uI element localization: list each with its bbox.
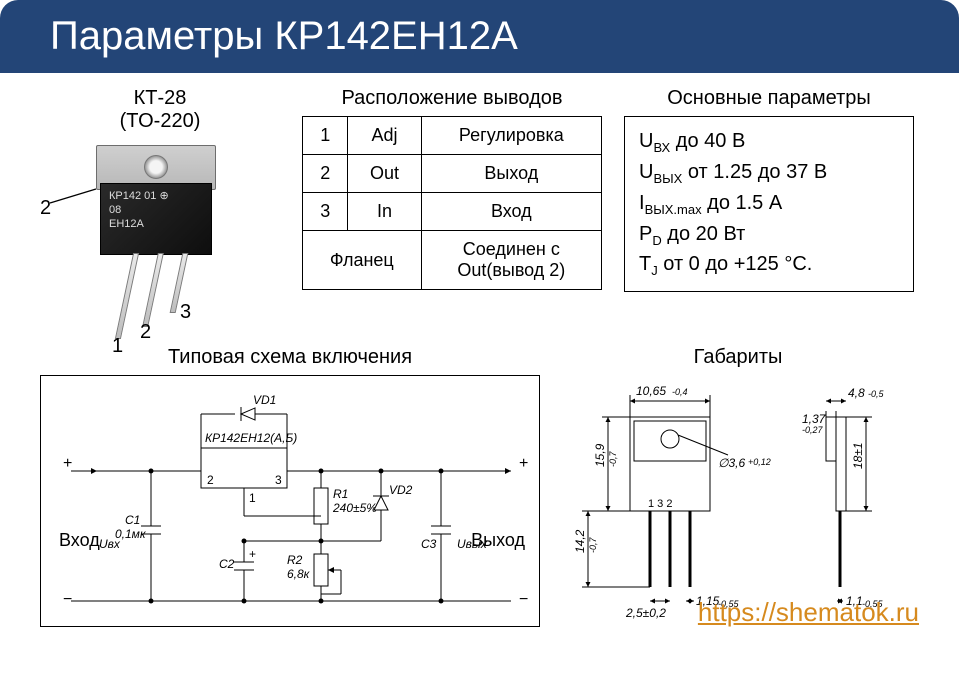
pin-pointer-line [40,137,280,332]
params-title: Основные параметры [624,87,914,110]
row-bottom: Типовая схема включения + − + − [40,346,919,628]
param-uvx: UВХ до 40 В [639,127,899,158]
svg-text:−: − [63,591,72,608]
sym: T [639,253,651,275]
flange-desc-l2: Out(вывод 2) [457,260,565,280]
sub: ВХ [653,140,670,155]
package-block: КТ-28 (TO-220) КР142 01 ⊕ 08 ЕН12А 2 1 [40,87,280,332]
pin1: 1 [249,491,256,505]
c1n: C1 [125,513,140,527]
cell-code: In [348,193,421,231]
val: до 40 В [676,130,746,152]
tabt: 1,37 [802,412,827,426]
val: от 1.25 до 37 В [688,161,827,183]
svg-text:+: + [249,547,256,561]
vin-label: Вход [59,530,100,551]
cell-desc: Выход [421,155,601,193]
schematic-block: Типовая схема включения + − + − [40,346,540,627]
pinout-title: Расположение выводов [302,87,602,110]
bh: 15,9 [593,443,607,467]
sub: D [652,233,661,248]
pinout-table: 1 Adj Регулировка 2 Out Выход 3 In Вход … [302,116,602,290]
sym: P [639,223,652,245]
val: от 0 до +125 °C. [663,253,812,275]
hole: ∅3,6 [718,456,745,470]
svg-text:−: − [519,591,528,608]
cell-desc: Регулировка [421,117,601,155]
svg-text:+: + [63,455,72,472]
lht: -0,7 [588,536,598,553]
table-row: 1 Adj Регулировка [303,117,602,155]
vd2: VD2 [389,483,413,497]
params-block: Основные параметры UВХ до 40 В UВЫХ от 1… [624,87,914,292]
sub: J [651,263,658,278]
val: до 1.5 А [707,192,782,214]
dimensions-block: Габариты 1 3 2 [568,346,908,628]
tt: 4,8 [848,386,865,400]
param-ivyx: IВЫХ.max до 1.5 А [639,189,899,220]
vout-label: Выход [471,530,525,551]
pin2: 2 [207,473,214,487]
uin: Uвх [99,537,121,551]
dimensions-svg: 1 3 2 10,65 -0,4 15,9 -0,7 14,2 -0,7 [568,373,908,623]
bht: -0,7 [608,450,618,467]
dimensions-title: Габариты [568,346,908,369]
cell-flange-desc: Соединен с Out(вывод 2) [421,231,601,290]
cell-num: 2 [303,155,348,193]
schematic-box: + − + − КР142ЕН12(А,Б) 2 3 1 [40,375,540,627]
wtop: 10,65 [636,384,666,398]
cell-code: Out [348,155,421,193]
table-row: 2 Out Выход [303,155,602,193]
row-top: КТ-28 (TO-220) КР142 01 ⊕ 08 ЕН12А 2 1 [40,87,919,332]
pin3: 3 [275,473,282,487]
cell-code: Adj [348,117,421,155]
sub: ВЫХ [653,171,682,186]
sym: U [639,161,653,183]
r1n: R1 [333,487,348,501]
pitch: 2,5±0,2 [625,606,666,620]
lh: 14,2 [573,529,587,553]
tabtt: -0,27 [802,425,824,435]
r2n: R2 [287,553,303,567]
source-link[interactable]: https://shematok.ru [698,597,919,628]
pin-num-tab: 2 [40,197,51,220]
sym: U [639,130,653,152]
param-uvyx: UВЫХ от 1.25 до 37 В [639,158,899,189]
sub: ВЫХ.max [645,202,702,217]
table-row: 3 In Вход [303,193,602,231]
svg-text:+: + [519,455,528,472]
holet: +0,12 [748,457,771,467]
pin-num-3: 3 [180,301,191,324]
c2n: C2 [219,557,235,571]
pin-num-1: 1 [112,335,123,358]
param-pd: PD до 20 Вт [639,220,899,251]
page-title: Параметры КР142ЕН12А [0,0,959,73]
vd1: VD1 [253,393,276,407]
r2v: 6,8к [287,567,311,581]
val: до 20 Вт [667,223,745,245]
c3n: C3 [421,537,437,551]
package-label-line2: (TO-220) [120,110,201,132]
sh: 18±1 [851,442,865,469]
package-drawing: КР142 01 ⊕ 08 ЕН12А 2 1 2 3 [40,137,280,332]
pin-num-2: 2 [140,321,151,344]
schematic-svg: + − + − КР142ЕН12(А,Б) 2 3 1 [41,376,541,628]
pins-text: 1 3 2 [648,498,672,510]
params-box: UВХ до 40 В UВЫХ от 1.25 до 37 В IВЫХ.ma… [624,116,914,292]
flange-desc-l1: Соединен с [463,239,560,259]
package-label: КТ-28 (TO-220) [40,87,280,133]
table-row-flange: Фланец Соединен с Out(вывод 2) [303,231,602,290]
r1v: 240±5% [332,501,377,515]
package-label-line1: КТ-28 [134,87,187,109]
cell-desc: Вход [421,193,601,231]
wtopt: -0,4 [672,387,688,397]
cell-num: 1 [303,117,348,155]
content: КТ-28 (TO-220) КР142 01 ⊕ 08 ЕН12А 2 1 [0,73,959,638]
param-tj: TJ от 0 до +125 °C. [639,250,899,281]
cell-flange-label: Фланец [303,231,422,290]
ttt: -0,5 [868,389,885,399]
chip-label: КР142ЕН12(А,Б) [205,431,297,445]
cell-num: 3 [303,193,348,231]
pinout-block: Расположение выводов 1 Adj Регулировка 2… [302,87,602,290]
